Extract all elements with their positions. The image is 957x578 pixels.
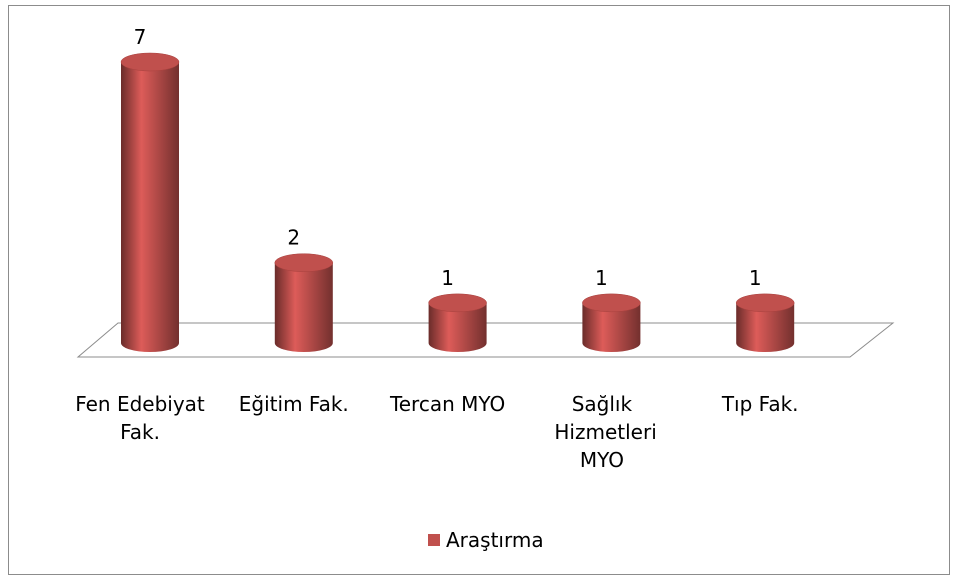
bar [736,302,795,352]
x-tick-label: Tıp Fak. [721,392,799,416]
x-tick-label: Eğitim Fak. [238,392,349,416]
bar [582,302,641,352]
chart-border [8,5,950,575]
x-tick-label: Tercan MYO [389,392,506,416]
bar-top [274,253,334,272]
bar [121,62,179,352]
bar-top [735,293,795,313]
bar-top [428,293,487,313]
data-label: 1 [595,266,608,290]
data-label: 1 [441,266,454,290]
data-label: 1 [749,266,762,290]
x-tick-label: Fen Edebiyat Fak. [75,392,205,444]
x-tick-label: Sağlık Hizmetleri MYO [554,392,657,472]
data-label: 7 [134,25,147,49]
legend: Araştırma [428,528,544,552]
legend-label: Araştırma [446,528,544,552]
data-label: 2 [287,226,300,250]
bar [428,302,487,352]
bar-top [120,52,180,72]
bar-top [582,293,641,313]
legend-swatch [428,534,440,546]
bar [274,262,333,352]
